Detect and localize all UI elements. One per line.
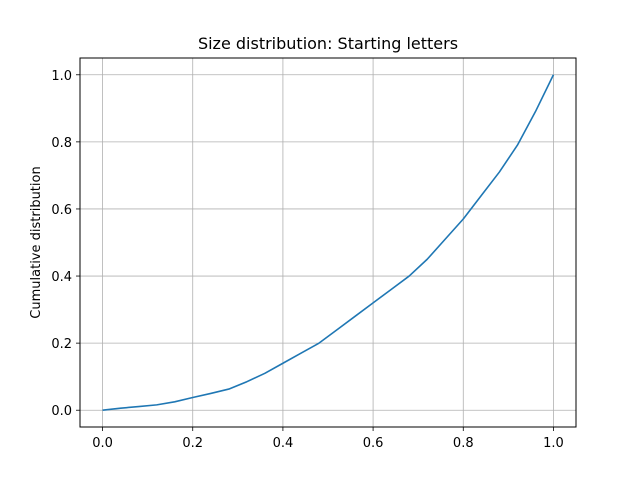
series-line (102, 74, 555, 412)
x-tick-label: 0.8 (453, 436, 474, 451)
y-axis: 0.0 0.2 0.4 0.6 0.8 1.0 (51, 69, 80, 419)
x-tick-label: 0.2 (182, 436, 203, 451)
y-tick-label: 1.0 (51, 69, 72, 84)
x-tick-label: 0.0 (92, 436, 113, 451)
x-tick-label: 0.6 (363, 436, 384, 451)
chart-title: Size distribution: Starting letters (198, 34, 458, 53)
x-tick-label: 1.0 (543, 436, 564, 451)
y-tick-label: 0.4 (51, 270, 72, 285)
y-tick-label: 0.2 (51, 337, 72, 352)
plot-frame (79, 57, 577, 428)
series-layer (102, 74, 555, 412)
y-tick-label: 0.6 (51, 203, 72, 218)
y-tick-label: 0.8 (51, 136, 72, 151)
grid (80, 58, 576, 427)
x-axis: 0.0 0.2 0.4 0.6 0.8 1.0 (92, 427, 564, 451)
y-tick-label: 0.0 (51, 404, 72, 419)
x-tick-label: 0.4 (273, 436, 294, 451)
y-axis-label: Cumulative distribution (29, 166, 44, 318)
